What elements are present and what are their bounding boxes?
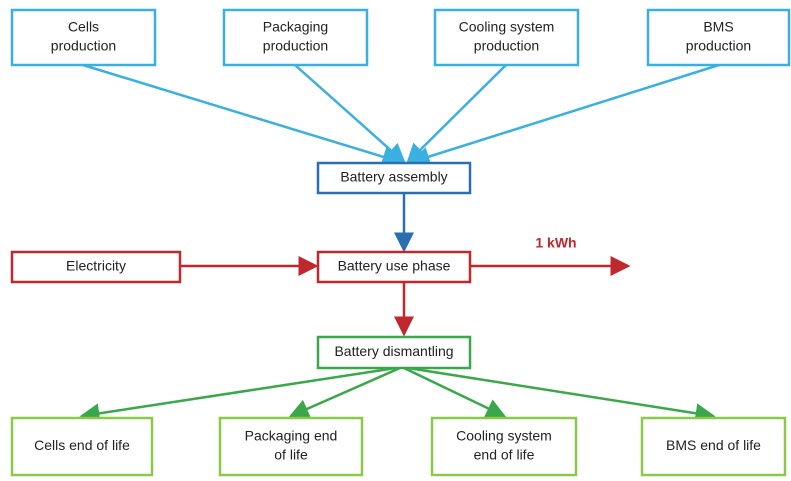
node-label: Packaging end xyxy=(245,428,338,444)
arrow xyxy=(79,366,397,424)
node-label: Battery use phase xyxy=(338,258,451,274)
node-label: Cooling system xyxy=(456,428,552,444)
node-label: Electricity xyxy=(66,258,126,274)
node-box xyxy=(646,8,791,67)
node-label: Cells xyxy=(68,19,99,35)
arrow xyxy=(82,63,403,167)
node-box xyxy=(640,416,787,477)
arrows xyxy=(79,63,720,424)
node-box xyxy=(316,250,472,284)
node-label: production xyxy=(686,38,751,54)
node-label: Cells end of life xyxy=(34,437,130,453)
output-label: 1 kWh xyxy=(535,235,576,251)
node-box xyxy=(222,8,369,67)
node-label: production xyxy=(263,38,328,54)
arrow xyxy=(294,64,406,164)
node-label: Cooling system xyxy=(459,19,555,35)
arrow xyxy=(288,366,401,419)
node-box xyxy=(433,8,580,67)
arrow xyxy=(409,63,720,167)
node-box xyxy=(316,335,472,370)
node-label: BMS end of life xyxy=(666,437,761,453)
arrow xyxy=(406,64,507,164)
node-box xyxy=(10,250,182,284)
node-label: production xyxy=(51,38,116,54)
node-label: Battery dismantling xyxy=(334,343,453,359)
node-box xyxy=(430,416,578,477)
node-label: Packaging xyxy=(263,19,328,35)
node-label: BMS xyxy=(703,19,733,35)
node-label: of life xyxy=(274,447,308,463)
node-label: production xyxy=(474,38,539,54)
node-box xyxy=(316,161,472,195)
arrow xyxy=(407,366,716,424)
node-box xyxy=(10,8,157,67)
node-box xyxy=(218,416,364,477)
node-label: end of life xyxy=(474,447,535,463)
arrow xyxy=(403,366,507,418)
node-box xyxy=(10,416,154,477)
node-label: Battery assembly xyxy=(340,169,447,185)
